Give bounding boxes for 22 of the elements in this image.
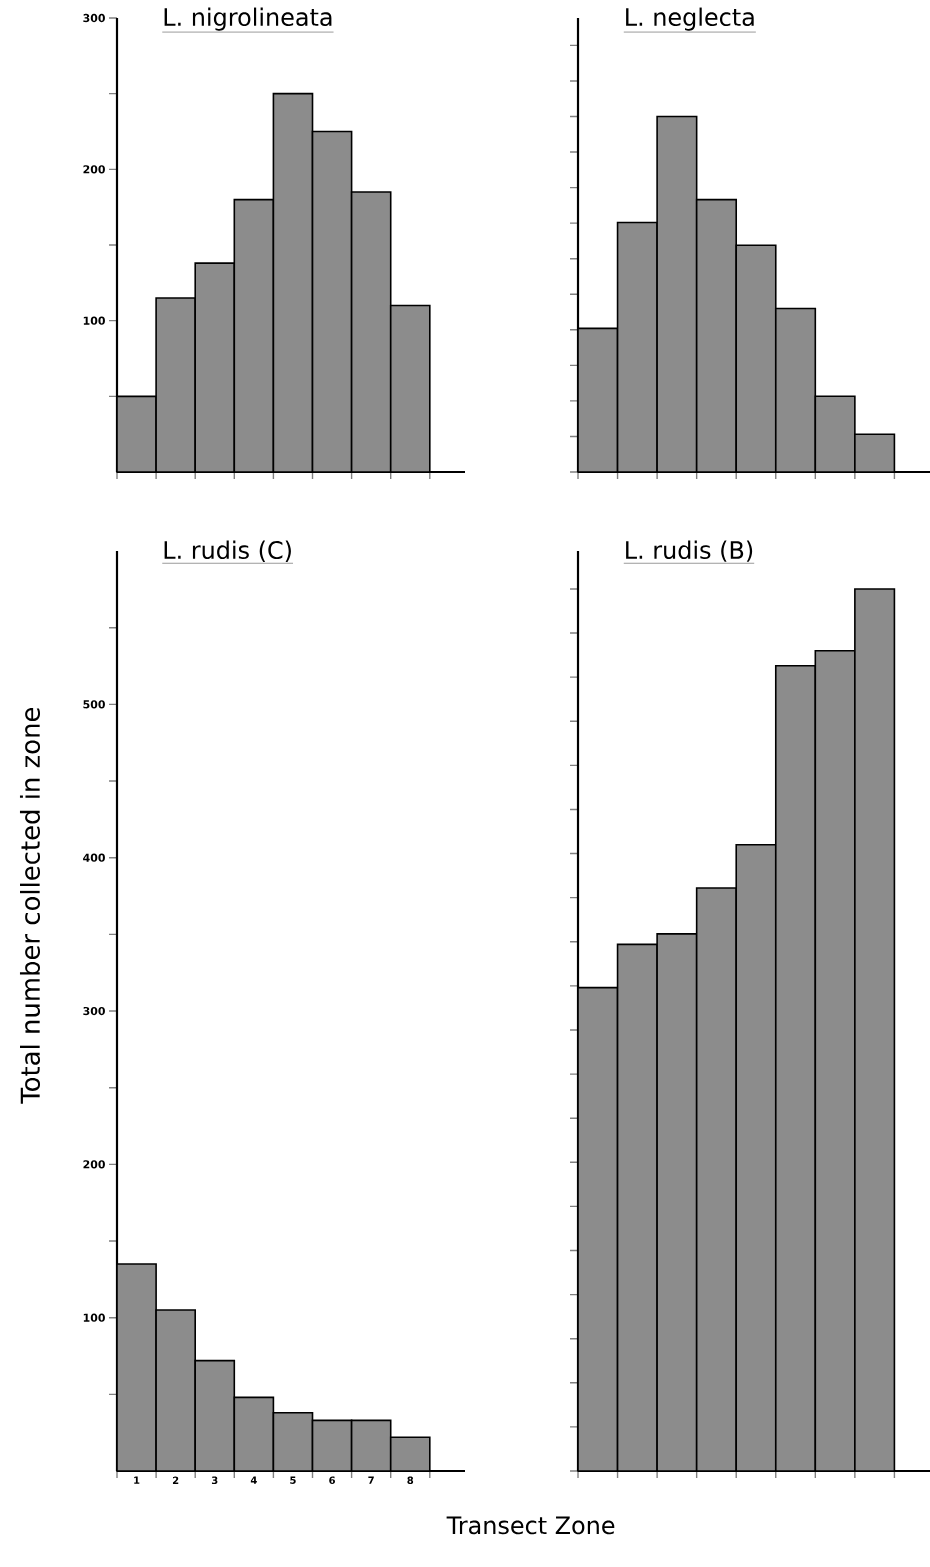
x-tick-label: 2 — [172, 1476, 179, 1484]
x-tick-label: 8 — [407, 1476, 414, 1485]
x-tick-label: 7 — [368, 1476, 374, 1484]
y-tick-label: 200 — [83, 1160, 105, 1169]
chart-title: L. rudis (B) — [626, 540, 753, 562]
y-tick-label: 300 — [83, 13, 105, 23]
x-axis-title: Transect Zone — [446, 1516, 615, 1535]
y-axis-title: Total number collected in zone — [19, 707, 41, 1104]
x-tick-label: 1 — [134, 1476, 140, 1484]
y-tick-label: 100 — [83, 1313, 105, 1322]
x-tick-label: 6 — [329, 1476, 335, 1485]
x-tick-label: 4 — [250, 1476, 257, 1484]
y-tick-label: 400 — [83, 853, 105, 862]
x-tick-label: 5 — [290, 1476, 296, 1484]
y-tick-label: 100 — [83, 316, 105, 325]
y-tick-label: 200 — [83, 165, 105, 174]
chart-title: L. neglecta — [626, 7, 754, 31]
y-tick-label: 500 — [83, 700, 105, 709]
y-tick-label: 300 — [83, 1006, 105, 1016]
chart-title: L. nigrolineata — [164, 7, 332, 31]
x-tick-label: 3 — [211, 1476, 218, 1485]
chart-title: L. rudis (C) — [164, 540, 291, 562]
